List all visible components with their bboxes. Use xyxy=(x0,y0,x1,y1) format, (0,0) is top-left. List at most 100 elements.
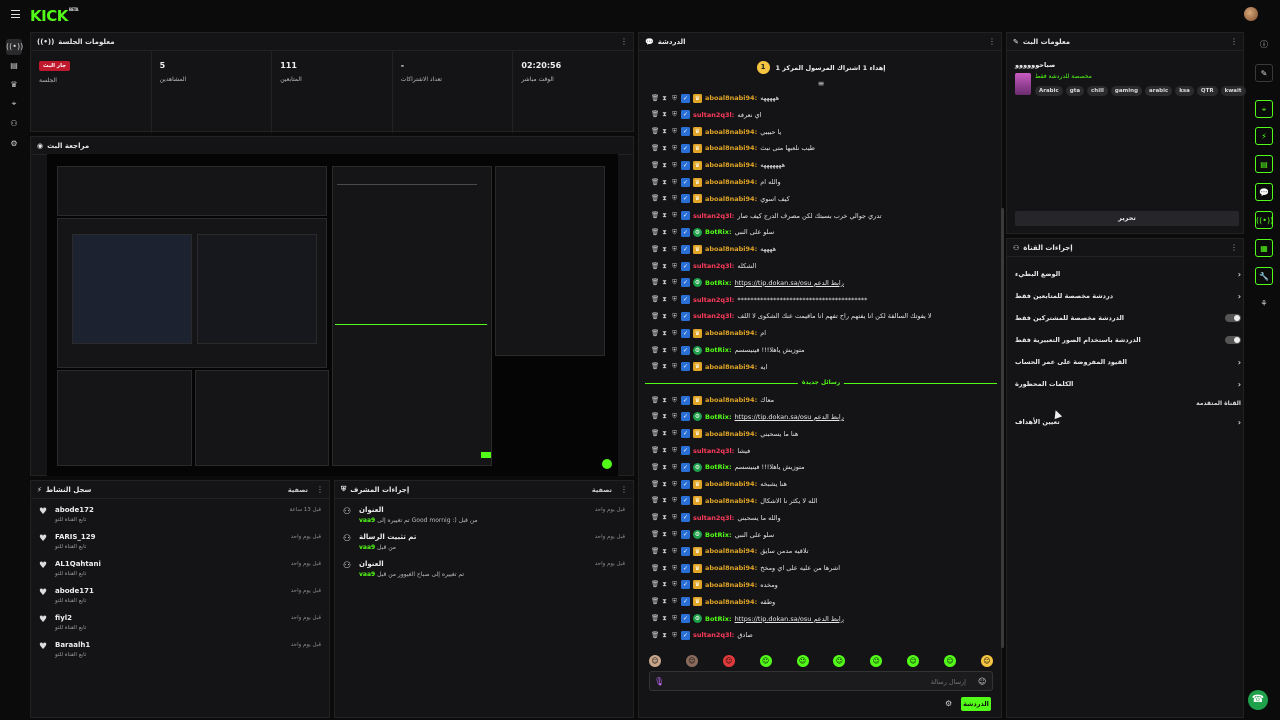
bolt-icon[interactable]: ⚡ xyxy=(1255,127,1273,145)
ban-icon[interactable]: ⛨ xyxy=(672,93,677,102)
mod-actor[interactable]: vaa9 xyxy=(359,544,376,551)
broadcast-icon[interactable]: ((•)) xyxy=(6,39,23,55)
emote-5[interactable]: ☺ xyxy=(796,655,809,667)
chat-message[interactable]: 🗑 ⧗ ⛨ ✓ ♛ aboal8nabi94: هههههههه xyxy=(651,158,991,172)
chat-username[interactable]: sultan2q3l: xyxy=(693,110,735,119)
chat-input-box[interactable]: 🎙 ☺ xyxy=(649,671,993,691)
chat-username[interactable]: aboal8nabi94: xyxy=(705,94,758,102)
user-avatar[interactable] xyxy=(1244,7,1258,21)
chat-message[interactable]: 🗑 ⧗ ⛨ ✓ ♛ aboal8nabi94: تلاقيه مدمن سايق xyxy=(651,544,991,558)
mod-filter-button[interactable]: تصفية xyxy=(591,485,612,494)
activity-username[interactable]: abode172 xyxy=(55,506,94,514)
timeout-icon[interactable]: ⧗ xyxy=(662,278,667,287)
mic-icon[interactable]: 🎙 xyxy=(654,677,665,686)
ban-icon[interactable]: ⛨ xyxy=(672,580,677,589)
help-chat-icon[interactable]: ☎ xyxy=(1248,690,1268,710)
chat-message[interactable]: 🗑 ⧗ ⛨ ✓ ♛ aboal8nabi94: هنا ما يسحبني xyxy=(651,427,991,441)
timeout-icon[interactable]: ⧗ xyxy=(662,530,667,538)
timeout-icon[interactable]: ⧗ xyxy=(662,496,667,505)
subs-only-toggle[interactable] xyxy=(1225,314,1241,322)
ban-icon[interactable]: ⛨ xyxy=(672,143,677,152)
ban-icon[interactable]: ⛨ xyxy=(672,261,677,270)
category-name[interactable]: مخصصة للدردشة فقط xyxy=(1035,73,1092,80)
delete-icon[interactable]: 🗑 xyxy=(651,227,660,236)
delete-icon[interactable]: 🗑 xyxy=(651,295,660,304)
chat-message[interactable]: 🗑 ⧗ ⛨ ✓ ⚙ BotRix: https://tip.dokan.sa/osu راب… xyxy=(651,276,991,290)
timeout-icon[interactable]: ⧗ xyxy=(662,160,667,169)
menu-icon[interactable] xyxy=(11,10,20,18)
chat-message[interactable]: 🗑 ⧗ ⛨ ✓ ⚙ BotRix: سلو على النبي xyxy=(651,225,991,239)
ban-icon[interactable]: ⛨ xyxy=(672,211,677,220)
chat-message[interactable]: 🗑 ⧗ ⛨ ✓ sultan2q3l: *************************… xyxy=(651,293,991,307)
ban-icon[interactable]: ⛨ xyxy=(672,630,677,639)
delete-icon[interactable]: 🗑 xyxy=(651,143,660,152)
chat-username[interactable]: aboal8nabi94: xyxy=(705,127,758,136)
activity-filter-button[interactable]: تصفية xyxy=(287,485,308,494)
delete-icon[interactable]: 🗑 xyxy=(651,412,660,421)
chat-message[interactable]: 🗑 ⧗ ⛨ ✓ sultan2q3l: اي نعرفه xyxy=(651,108,991,122)
activity-username[interactable]: fiyl2 xyxy=(55,614,73,622)
chat-username[interactable]: aboal8nabi94: xyxy=(705,564,758,573)
emotes-only-toggle[interactable] xyxy=(1225,336,1241,344)
delete-icon[interactable]: 🗑 xyxy=(651,261,660,270)
emote-8[interactable]: ☺ xyxy=(907,655,920,667)
chat-username[interactable]: BotRix: xyxy=(705,412,732,421)
document-icon[interactable]: ▤ xyxy=(1255,155,1273,173)
chat-message[interactable]: 🗑 ⧗ ⛨ ✓ ♛ aboal8nabi94: يا حبيبي xyxy=(651,125,991,139)
delete-icon[interactable]: 🗑 xyxy=(651,580,660,589)
chat-message[interactable]: 🗑 ⧗ ⛨ ✓ ♛ aboal8nabi94: اشرها من عليه على اي و… xyxy=(651,561,991,575)
emote-9[interactable]: ☺ xyxy=(944,655,956,667)
chat-input[interactable] xyxy=(666,675,966,688)
delete-icon[interactable]: 🗑 xyxy=(651,345,660,354)
chat-username[interactable]: BotRix: xyxy=(705,346,732,354)
pencil-icon[interactable]: ✎ xyxy=(1255,64,1273,82)
delete-icon[interactable]: 🗑 xyxy=(651,362,660,371)
more-menu-icon[interactable]: ⋮ xyxy=(1230,37,1238,46)
chat-username[interactable]: BotRix: xyxy=(705,614,732,623)
delete-icon[interactable]: 🗑 xyxy=(651,513,660,522)
delete-icon[interactable]: 🗑 xyxy=(651,429,660,438)
delete-icon[interactable]: 🗑 xyxy=(651,630,660,639)
chat-message[interactable]: 🗑 ⧗ ⛨ ✓ sultan2q3l: تدري جوالي خرب بسبتك لكن … xyxy=(651,209,991,223)
ban-icon[interactable]: ⛨ xyxy=(672,462,677,471)
ban-icon[interactable]: ⛨ xyxy=(672,110,677,119)
timeout-icon[interactable]: ⧗ xyxy=(662,345,667,354)
chat-username[interactable]: BotRix: xyxy=(705,530,732,539)
stream-preview-video[interactable] xyxy=(47,154,618,476)
timeout-icon[interactable]: ⧗ xyxy=(662,630,667,639)
delete-icon[interactable]: 🗑 xyxy=(651,496,660,505)
activity-username[interactable]: abode171 xyxy=(55,587,94,595)
ban-icon[interactable]: ⛨ xyxy=(672,194,677,203)
activity-username[interactable]: FARIS_129 xyxy=(55,533,96,541)
activity-username[interactable]: AL1Qahtani xyxy=(55,560,101,568)
chat-message[interactable]: 🗑 ⧗ ⛨ ✓ ♛ aboal8nabi94: الله لا يكثر نا الاشكا… xyxy=(651,494,991,508)
layout-icon[interactable]: ▦ xyxy=(1255,239,1273,257)
chat-username[interactable]: aboal8nabi94: xyxy=(705,496,758,505)
edit-stream-button[interactable]: تحرير xyxy=(1015,211,1239,226)
timeout-icon[interactable]: ⧗ xyxy=(662,462,667,471)
delete-icon[interactable]: 🗑 xyxy=(651,160,660,169)
timeout-icon[interactable]: ⧗ xyxy=(662,295,667,304)
chat-message[interactable]: 🗑 ⧗ ⛨ ✓ ♛ aboal8nabi94: هنا يشبخه xyxy=(651,477,991,491)
ban-icon[interactable]: ⛨ xyxy=(672,160,677,169)
chat-username[interactable]: sultan2q3l: xyxy=(693,312,735,321)
banned-words-row[interactable]: الكلمات المحظورة › xyxy=(1015,379,1241,389)
chat-username[interactable]: aboal8nabi94: xyxy=(705,396,758,405)
delete-icon[interactable]: 🗑 xyxy=(651,395,660,404)
share-icon[interactable]: ⚘ xyxy=(1260,299,1268,308)
chat-message[interactable]: 🗑 ⧗ ⛨ ✓ ⚙ BotRix: https://tip.dokan.sa/osu راب… xyxy=(651,410,991,424)
chat-icon[interactable]: 💬 xyxy=(1255,183,1273,201)
chat-username[interactable]: aboal8nabi94: xyxy=(705,194,758,203)
mod-actor[interactable]: vaa9 xyxy=(359,571,376,578)
emoji-icon[interactable]: ☺ xyxy=(978,677,987,686)
timeout-icon[interactable]: ⧗ xyxy=(662,362,667,371)
chat-send-button[interactable]: الدردشة xyxy=(961,697,991,711)
delete-icon[interactable]: 🗑 xyxy=(651,278,660,287)
ban-icon[interactable]: ⛨ xyxy=(672,278,677,287)
list-icon[interactable]: ▤ xyxy=(10,61,18,70)
chat-message[interactable]: 🗑 ⧗ ⛨ ✓ ⚙ BotRix: متوزيش ياهلا!!! فينيسسم xyxy=(651,343,991,357)
chat-username[interactable]: BotRix: xyxy=(705,463,732,472)
emote-3[interactable]: ☺ xyxy=(722,655,735,667)
timeout-icon[interactable]: ⧗ xyxy=(662,446,667,454)
timeout-icon[interactable]: ⧗ xyxy=(662,143,667,152)
